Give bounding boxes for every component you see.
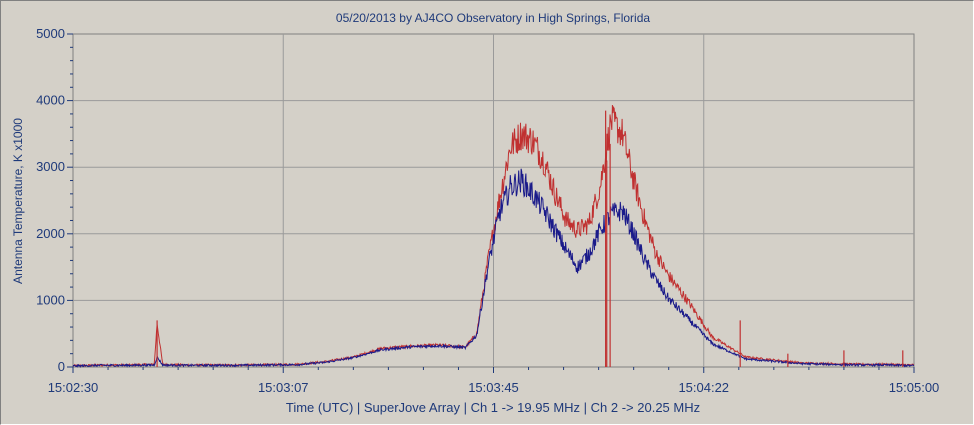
y-axis-label: Antenna Temperature, K x1000 bbox=[11, 118, 25, 284]
x-axis-label: Time (UTC) | SuperJove Array | Ch 1 -> 1… bbox=[286, 400, 700, 415]
y-tick-labels: 0 1000 2000 3000 4000 5000 bbox=[36, 26, 65, 374]
x-tick-labels: 15:02:30 15:03:07 15:03:45 15:04:22 15:05:00 bbox=[48, 380, 940, 395]
y-tick-label: 5000 bbox=[36, 26, 65, 41]
y-tick-label: 3000 bbox=[36, 159, 65, 174]
y-tick-label: 0 bbox=[58, 359, 65, 374]
series-line-2 bbox=[72, 168, 915, 369]
x-tick-label: 15:03:07 bbox=[258, 380, 309, 395]
x-tick-label: 15:04:22 bbox=[678, 380, 729, 395]
x-tick-label: 15:02:30 bbox=[48, 380, 99, 395]
x-tick-label: 15:03:45 bbox=[468, 380, 519, 395]
x-tick-label: 15:05:00 bbox=[889, 380, 940, 395]
series-group bbox=[72, 104, 915, 369]
y-tick-label: 2000 bbox=[36, 226, 65, 241]
minor-ticks bbox=[67, 33, 915, 373]
y-tick-label: 1000 bbox=[36, 292, 65, 307]
chart-title: 05/20/2013 by AJ4CO Observatory in High … bbox=[336, 11, 650, 25]
y-tick-label: 4000 bbox=[36, 93, 65, 108]
